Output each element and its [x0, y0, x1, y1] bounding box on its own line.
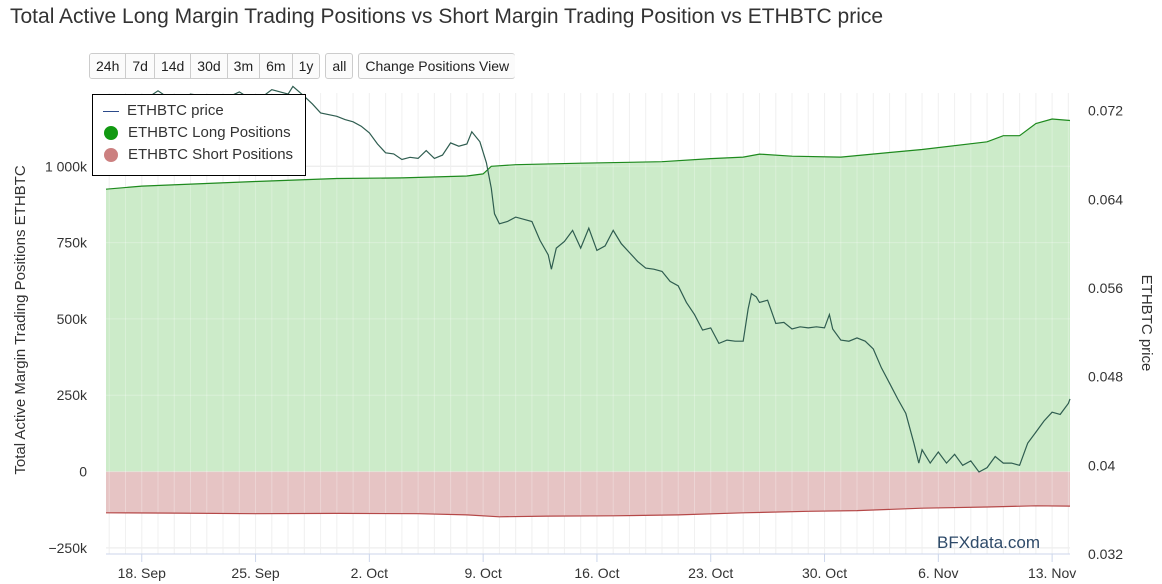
- x-tick-label: 30. Oct: [802, 565, 847, 581]
- range-24h-button[interactable]: 24h: [90, 54, 127, 78]
- x-tick-label: 23. Oct: [688, 565, 733, 581]
- x-tick-label: 13. Nov: [1028, 565, 1076, 581]
- chart-title: Total Active Long Margin Trading Positio…: [10, 5, 884, 28]
- legend-item-long[interactable]: ETHBTC Long Positions: [103, 123, 291, 143]
- ethbtc-price-line: [105, 85, 1071, 473]
- legend-long-label: ETHBTC Long Positions: [128, 124, 291, 141]
- x-tick-label: 9. Oct: [464, 565, 501, 581]
- x-tick-label: 25. Sep: [231, 565, 279, 581]
- short-positions-area: [106, 471, 1070, 517]
- long-positions-line: [105, 118, 1071, 190]
- x-tick-label: 2. Oct: [351, 565, 388, 581]
- y2-tick-label: 0.056: [1088, 280, 1123, 296]
- legend-short-dot-icon: [104, 148, 118, 163]
- range-14d-button[interactable]: 14d: [154, 54, 192, 78]
- y2-tick-label: 0.04: [1088, 457, 1115, 473]
- y2-tick-label: 0.064: [1088, 191, 1123, 207]
- legend-long-dot-icon: [104, 126, 118, 141]
- legend-short-label: ETHBTC Short Positions: [128, 146, 294, 163]
- y2-tick-label: 0.048: [1088, 369, 1123, 385]
- range-selector: 24h 7d 14d 30d 3m 6m 1y all Change Posit…: [89, 53, 520, 79]
- x-tick-label: 18. Sep: [118, 565, 166, 581]
- legend-price-line-icon: [103, 110, 119, 112]
- y-axis-title: Total Active Margin Trading Positions ET…: [12, 165, 29, 474]
- range-3m-button[interactable]: 3m: [227, 54, 261, 78]
- legend-item-short[interactable]: ETHBTC Short Positions: [103, 145, 293, 165]
- legend-price-label: ETHBTC price: [127, 102, 224, 119]
- watermark: BFXdata.com: [937, 533, 1040, 552]
- range-1y-button[interactable]: 1y: [292, 54, 320, 78]
- y-tick-label: −250k: [48, 540, 88, 556]
- y-tick-label: 500k: [57, 311, 88, 327]
- change-positions-view-button[interactable]: Change Positions View: [358, 53, 516, 79]
- long-positions-area: [106, 119, 1070, 472]
- legend-item-price[interactable]: ETHBTC price: [103, 101, 224, 121]
- range-30d-button[interactable]: 30d: [191, 54, 228, 78]
- y-tick-label: 1 000k: [45, 158, 88, 174]
- x-tick-label: 16. Oct: [574, 565, 619, 581]
- short-positions-line: [105, 505, 1071, 518]
- y2-axis-title: ETHBTC price: [1138, 275, 1155, 372]
- y2-tick-label: 0.072: [1088, 103, 1123, 119]
- chart-legend: ETHBTC price ETHBTC Long Positions ETHBT…: [92, 94, 306, 176]
- range-7d-button[interactable]: 7d: [126, 54, 155, 78]
- range-all-button[interactable]: all: [325, 53, 354, 79]
- y-tick-label: 750k: [57, 235, 88, 251]
- y2-tick-label: 0.032: [1088, 546, 1123, 562]
- range-6m-button[interactable]: 6m: [260, 54, 293, 78]
- y-tick-label: 0: [79, 464, 87, 480]
- y-tick-label: 250k: [57, 387, 88, 403]
- range-button-group: 24h 7d 14d 30d 3m 6m 1y: [89, 53, 321, 79]
- x-tick-label: 6. Nov: [918, 565, 958, 581]
